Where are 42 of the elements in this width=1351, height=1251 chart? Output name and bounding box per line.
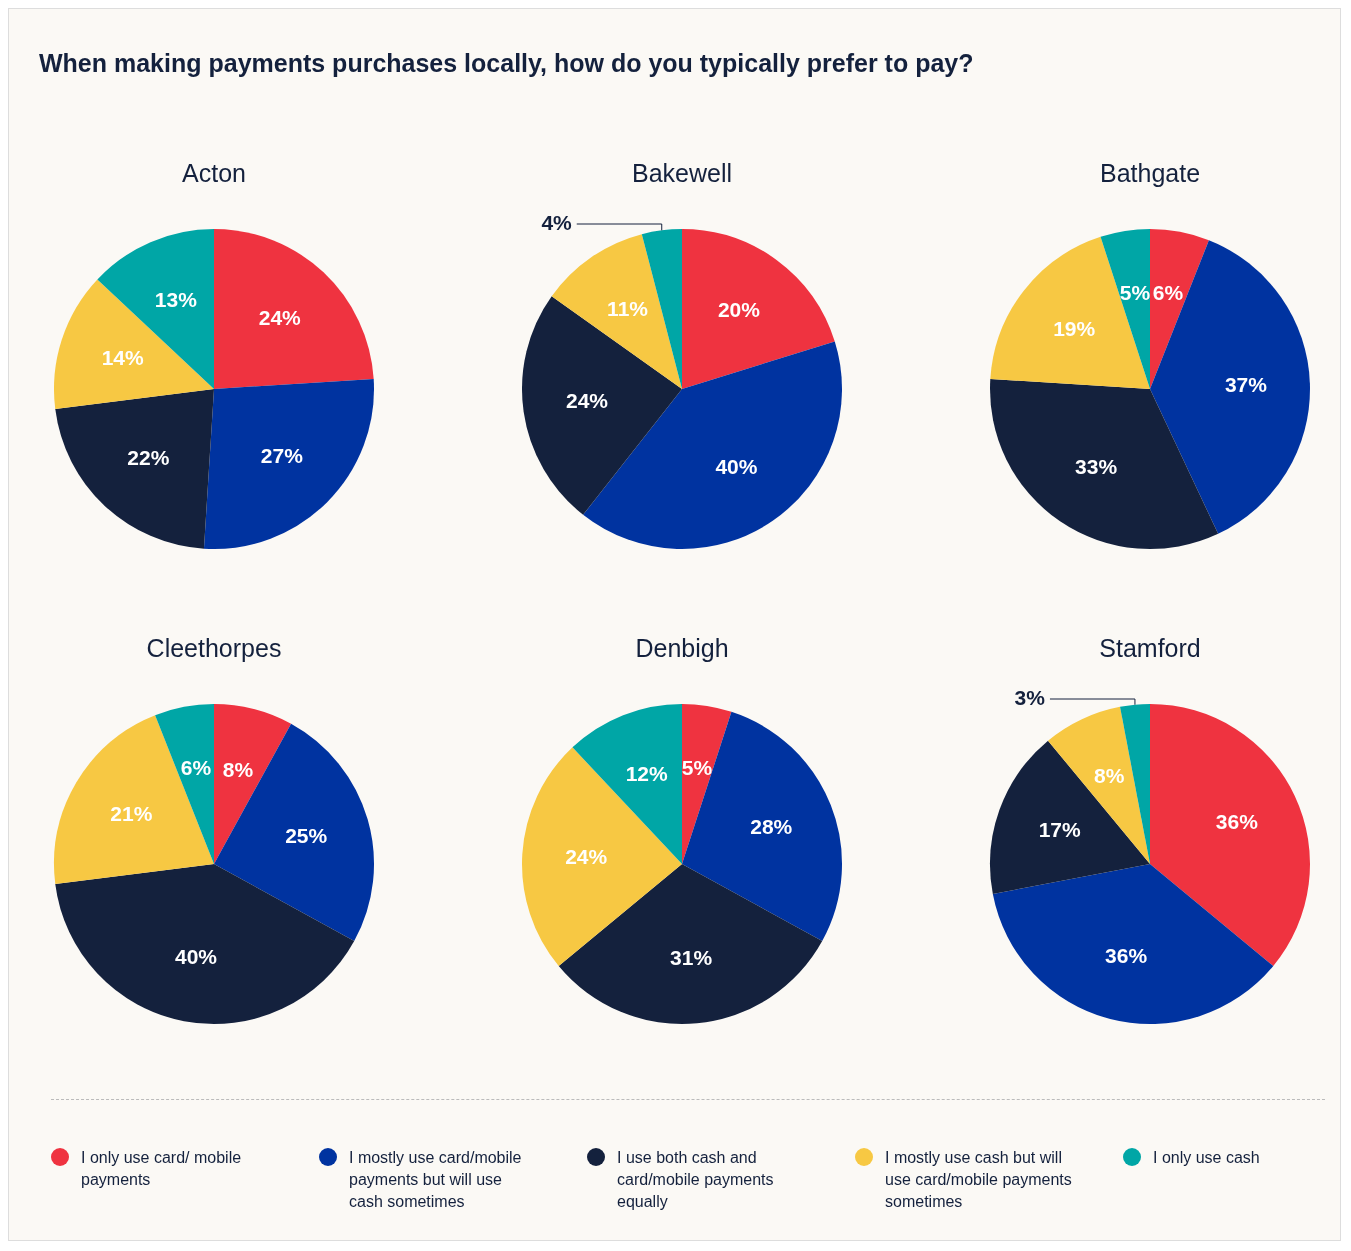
data-label: 5% bbox=[1119, 280, 1151, 304]
chart-title: Cleethorpes bbox=[145, 634, 283, 664]
text: When making payments purchases locally, how do you typically prefer to pay? bbox=[39, 49, 974, 78]
legend-label: I use both cash and card/mobile payments equally bbox=[617, 1148, 775, 1212]
data-label: 25% bbox=[285, 824, 328, 848]
data-label: 13% bbox=[154, 287, 198, 311]
legend-label: I mostly use card/mobile payments but will use cash sometimes bbox=[349, 1148, 523, 1212]
data-label: 4% bbox=[541, 210, 573, 234]
chart-title: Bakewell bbox=[630, 159, 734, 189]
legend-label: I mostly use cash but will use card/mobile payments sometimes bbox=[885, 1148, 1073, 1212]
data-label: 36% bbox=[1215, 809, 1259, 833]
data-label: 40% bbox=[715, 454, 758, 478]
chart-title: Denbigh bbox=[634, 634, 730, 664]
chart-title: Bathgate bbox=[1098, 159, 1202, 189]
data-label: 24% bbox=[258, 305, 302, 329]
data-label: 36% bbox=[1105, 943, 1148, 967]
chart-title: Stamford bbox=[1098, 634, 1202, 664]
data-label: 20% bbox=[717, 298, 761, 322]
data-label: 17% bbox=[1038, 818, 1082, 842]
data-label: 6% bbox=[180, 756, 212, 780]
legend-label: I only use cash bbox=[1153, 1148, 1261, 1168]
data-label: 22% bbox=[127, 445, 170, 469]
data-label: 19% bbox=[1053, 316, 1096, 340]
data-label: 11% bbox=[607, 296, 649, 320]
data-label: 37% bbox=[1224, 372, 1268, 396]
legend-label: I only use card/ mobile payments bbox=[81, 1148, 243, 1190]
data-label: 3% bbox=[1014, 685, 1046, 709]
data-label: 33% bbox=[1075, 455, 1118, 479]
data-label: 24% bbox=[565, 844, 608, 868]
data-label: 14% bbox=[101, 346, 145, 370]
data-label: 28% bbox=[750, 815, 793, 839]
data-label: 21% bbox=[110, 801, 153, 825]
data-label: 40% bbox=[175, 945, 218, 969]
data-label: 8% bbox=[222, 757, 254, 781]
data-label: 24% bbox=[565, 389, 609, 413]
data-label: 12% bbox=[625, 761, 668, 785]
data-label: 31% bbox=[670, 946, 713, 970]
chart-title: Acton bbox=[181, 159, 247, 189]
data-label: 6% bbox=[1152, 281, 1184, 305]
data-label: 8% bbox=[1093, 763, 1125, 787]
data-label: 27% bbox=[260, 443, 304, 467]
data-label: 5% bbox=[681, 755, 713, 779]
